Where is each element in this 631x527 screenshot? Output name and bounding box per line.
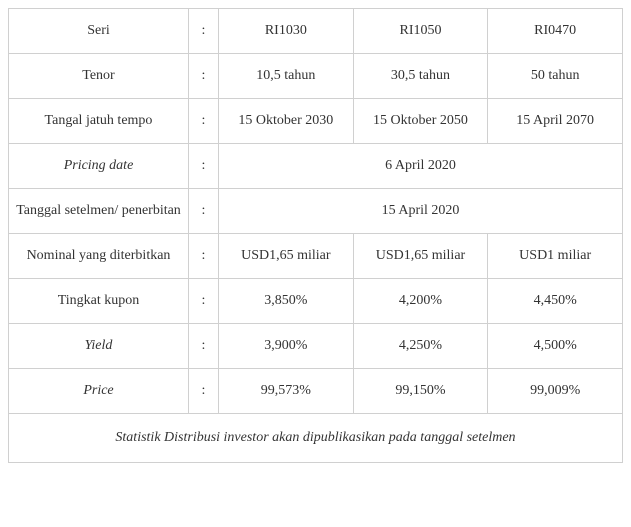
table-row: Tingkat kupon : 3,850% 4,200% 4,450% — [9, 279, 623, 324]
row-label: Seri — [9, 9, 189, 54]
cell: RI0470 — [488, 9, 623, 54]
table-row: Price : 99,573% 99,150% 99,009% — [9, 369, 623, 414]
table-row: Pricing date : 6 April 2020 — [9, 144, 623, 189]
colon: : — [189, 144, 219, 189]
cell: USD1,65 miliar — [219, 234, 354, 279]
table-row: Seri : RI1030 RI1050 RI0470 — [9, 9, 623, 54]
row-label: Nominal yang diterbitkan — [9, 234, 189, 279]
table-row: Yield : 3,900% 4,250% 4,500% — [9, 324, 623, 369]
cell: USD1 miliar — [488, 234, 623, 279]
cell: 4,200% — [353, 279, 488, 324]
colon: : — [189, 9, 219, 54]
cell: 10,5 tahun — [219, 54, 354, 99]
colon: : — [189, 279, 219, 324]
row-label: Yield — [9, 324, 189, 369]
cell: 4,250% — [353, 324, 488, 369]
cell: 4,450% — [488, 279, 623, 324]
colon: : — [189, 189, 219, 234]
cell: 99,009% — [488, 369, 623, 414]
row-label: Tangal jatuh tempo — [9, 99, 189, 144]
bond-series-table: Seri : RI1030 RI1050 RI0470 Tenor : 10,5… — [8, 8, 623, 463]
cell: 50 tahun — [488, 54, 623, 99]
footer-note: Statistik Distribusi investor akan dipub… — [9, 414, 623, 463]
colon: : — [189, 99, 219, 144]
cell: USD1,65 miliar — [353, 234, 488, 279]
cell-merged: 15 April 2020 — [219, 189, 623, 234]
table-row: Tangal jatuh tempo : 15 Oktober 2030 15 … — [9, 99, 623, 144]
cell: 3,900% — [219, 324, 354, 369]
cell: RI1030 — [219, 9, 354, 54]
cell: 99,150% — [353, 369, 488, 414]
cell: 3,850% — [219, 279, 354, 324]
cell: 15 Oktober 2050 — [353, 99, 488, 144]
table-row: Tanggal setelmen/ penerbitan : 15 April … — [9, 189, 623, 234]
row-label: Pricing date — [9, 144, 189, 189]
row-label: Tanggal setelmen/ penerbitan — [9, 189, 189, 234]
table-row: Tenor : 10,5 tahun 30,5 tahun 50 tahun — [9, 54, 623, 99]
table-footer-row: Statistik Distribusi investor akan dipub… — [9, 414, 623, 463]
cell: 99,573% — [219, 369, 354, 414]
table-row: Nominal yang diterbitkan : USD1,65 milia… — [9, 234, 623, 279]
row-label: Tenor — [9, 54, 189, 99]
cell-merged: 6 April 2020 — [219, 144, 623, 189]
colon: : — [189, 324, 219, 369]
cell: 15 Oktober 2030 — [219, 99, 354, 144]
colon: : — [189, 54, 219, 99]
cell: 4,500% — [488, 324, 623, 369]
cell: RI1050 — [353, 9, 488, 54]
cell: 30,5 tahun — [353, 54, 488, 99]
row-label: Price — [9, 369, 189, 414]
cell: 15 April 2070 — [488, 99, 623, 144]
row-label: Tingkat kupon — [9, 279, 189, 324]
colon: : — [189, 234, 219, 279]
colon: : — [189, 369, 219, 414]
